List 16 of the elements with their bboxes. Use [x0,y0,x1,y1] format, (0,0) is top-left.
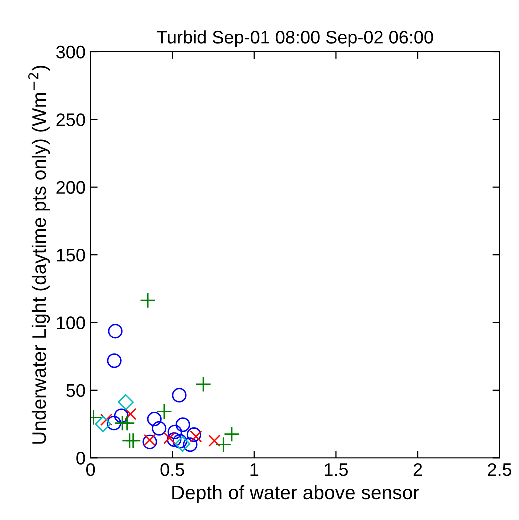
x-tick-label: 2.5 [488,463,512,476]
x-tick-label: 0 [86,463,96,476]
x-tick-label: 1 [250,464,259,476]
y-axis-title: Underwater Light (daytime pts only) (Wm$^{−2}$) [28,66,50,444]
x-tick-label: 2 [414,463,422,476]
chart-title: Turbid Sep-01 08:00 Sep-02 06:00 [157,30,434,48]
y-tick-label: 0 [76,452,86,465]
x-tick-label: 0.5 [160,463,184,476]
y-tick-label: 100 [57,316,86,330]
y-tick-label: 150 [57,248,86,262]
y-tick-label: 200 [56,181,86,194]
x-axis-title: Depth of water above sensor [172,485,420,504]
y-tick-label: 300 [56,46,86,59]
x-tick-label: 1.5 [325,464,348,476]
y-tick-label: 250 [56,114,86,126]
y-tick-label: 50 [66,384,86,398]
